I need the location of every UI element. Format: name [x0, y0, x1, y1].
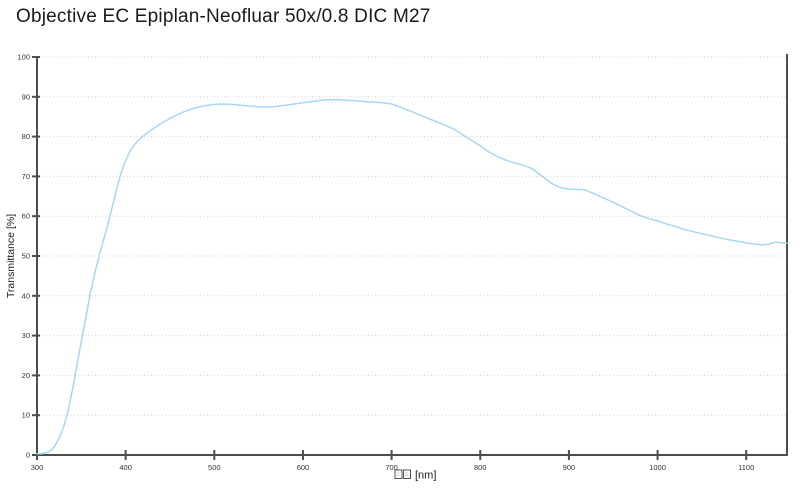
missing-glyph-box-icon: [403, 469, 411, 479]
x-tick-label-600: 600: [297, 463, 310, 472]
x-tick-label-500: 500: [208, 463, 221, 472]
y-axis-title: Transmittance [%]: [5, 214, 17, 298]
y-tick-label-60: 60: [22, 212, 30, 221]
chart-title: Objective EC Epiplan-Neofluar 50x/0.8 DI…: [16, 6, 431, 27]
y-tick-label-40: 40: [22, 291, 30, 300]
y-tick-label-0: 0: [26, 451, 30, 460]
x-tick-label-700: 700: [385, 463, 398, 472]
transmittance-curve: [36, 98, 788, 455]
y-tick-label-90: 90: [22, 92, 30, 101]
y-tick-label-100: 100: [17, 53, 30, 62]
y-tick-label-10: 10: [22, 411, 30, 420]
x-tick-label-800: 800: [474, 463, 487, 472]
y-tick-label-70: 70: [22, 172, 30, 181]
missing-glyph-box-icon: [394, 469, 403, 479]
y-tick-label-50: 50: [22, 252, 30, 261]
y-tick-label-80: 80: [22, 132, 30, 141]
x-tick-label-300: 300: [31, 463, 44, 472]
x-tick-label-1000: 1000: [649, 463, 666, 472]
x-tick-label-400: 400: [119, 463, 132, 472]
y-tick-label-30: 30: [22, 331, 30, 340]
x-axis-unit-label: [nm]: [415, 470, 436, 482]
x-tick-label-900: 900: [563, 463, 576, 472]
x-tick-label-1100: 1100: [738, 463, 754, 472]
y-tick-label-20: 20: [22, 371, 30, 380]
